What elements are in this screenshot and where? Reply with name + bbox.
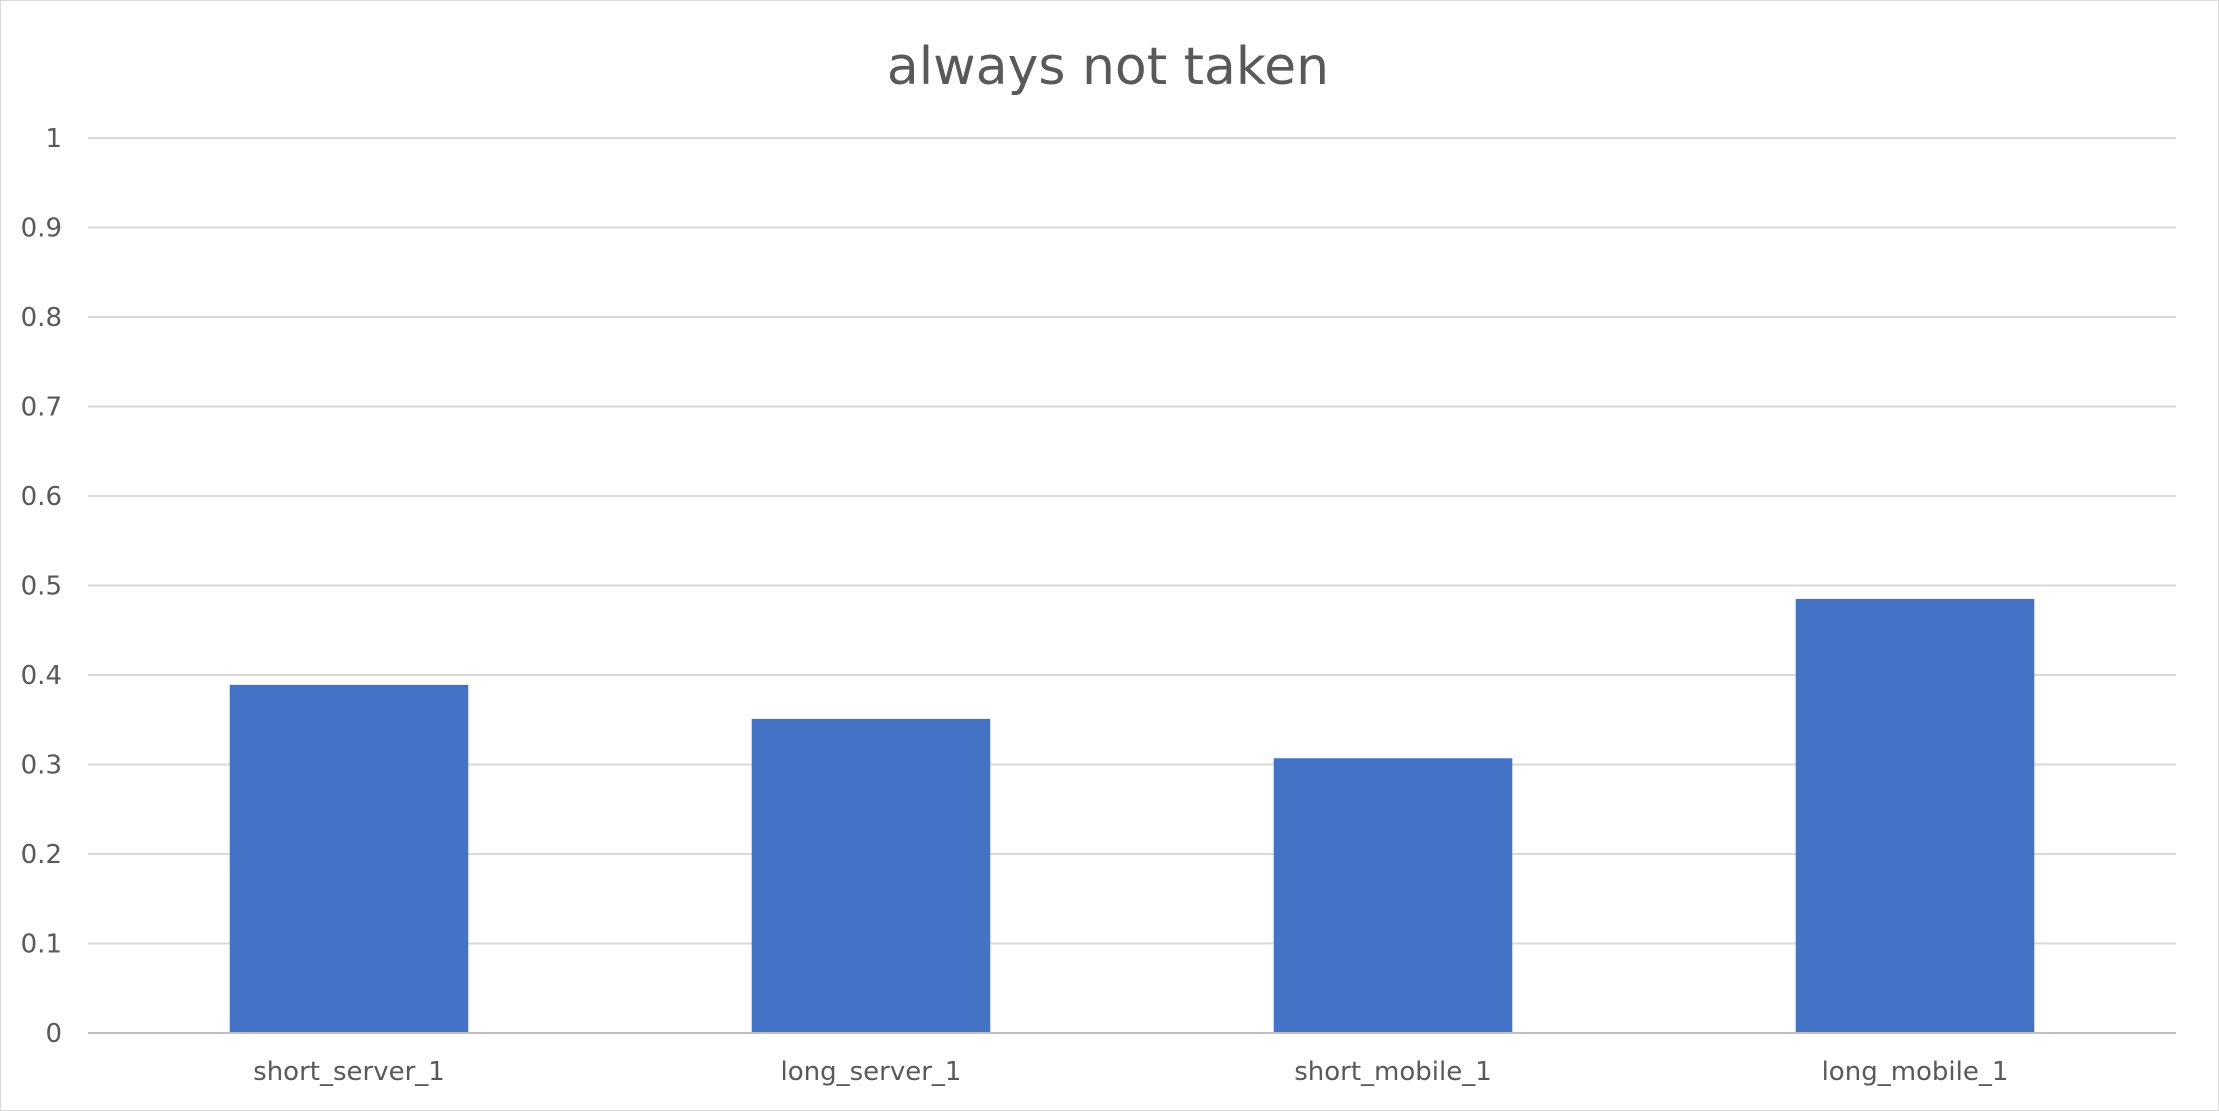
y-tick-label: 0.8 <box>21 303 62 333</box>
y-tick-label: 0.9 <box>21 214 62 244</box>
bar-short_server_1 <box>229 684 469 1033</box>
bars <box>229 598 2035 1033</box>
bar-short_mobile_1 <box>1273 758 1513 1033</box>
y-tick-label: 0.4 <box>21 661 62 691</box>
y-tick-label: 0 <box>45 1019 62 1049</box>
x-tick-label: long_mobile_1 <box>1822 1057 2009 1087</box>
x-tick-label: long_server_1 <box>781 1057 962 1087</box>
y-tick-label: 0.7 <box>21 393 62 423</box>
y-tick-label: 0.3 <box>21 751 62 781</box>
x-tick-label: short_server_1 <box>253 1057 445 1087</box>
y-axis-ticks: 0 0.1 0.2 0.3 0.4 0.5 0.6 0.7 0.8 0.9 1 <box>21 124 62 1049</box>
x-axis-ticks: short_server_1 long_server_1 short_mobile_… <box>253 1057 2008 1087</box>
y-tick-label: 0.5 <box>21 572 62 602</box>
y-tick-label: 0.1 <box>21 930 62 960</box>
chart-title: always not taken <box>887 37 1329 97</box>
x-tick-label: short_mobile_1 <box>1294 1057 1492 1087</box>
y-tick-label: 0.6 <box>21 482 62 512</box>
bar-long_mobile_1 <box>1795 598 2035 1033</box>
y-tick-label: 1 <box>45 124 62 154</box>
y-tick-label: 0.2 <box>21 840 62 870</box>
bar-long_server_1 <box>751 718 991 1033</box>
